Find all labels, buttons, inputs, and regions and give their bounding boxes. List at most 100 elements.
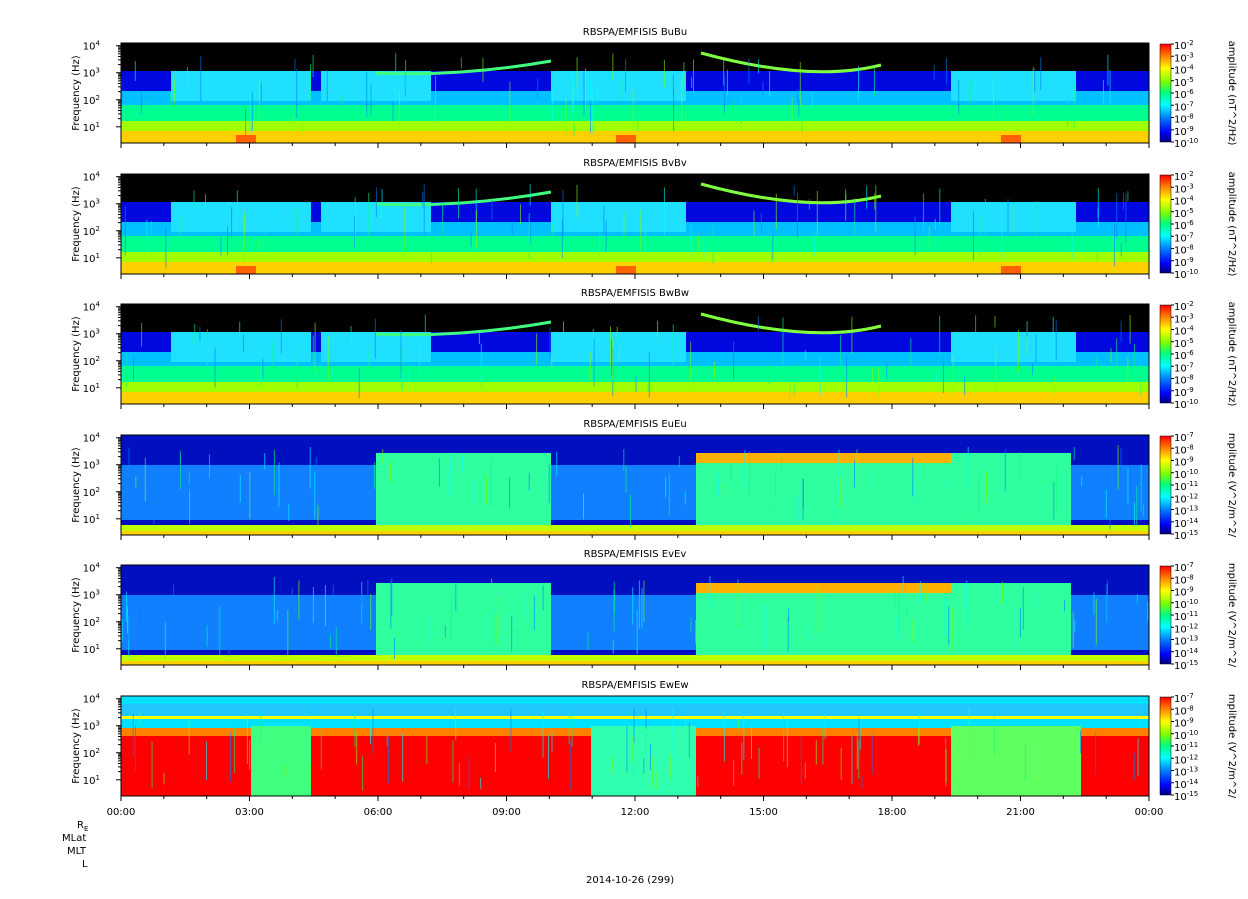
texture-streak bbox=[1129, 464, 1130, 496]
texture-streak bbox=[690, 341, 692, 389]
texture-streak bbox=[552, 88, 553, 121]
texture-streak bbox=[964, 375, 966, 396]
texture-streak bbox=[1073, 447, 1075, 460]
texture-streak bbox=[984, 198, 986, 248]
texture-streak bbox=[362, 756, 364, 791]
colorbar-tick-label: 10-2 bbox=[1174, 300, 1194, 313]
texture-streak bbox=[206, 741, 207, 781]
band-upper bbox=[121, 704, 1149, 718]
band-orange bbox=[121, 728, 251, 736]
texture-streak bbox=[939, 188, 941, 227]
texture-streak bbox=[928, 226, 930, 248]
band-red bbox=[1081, 734, 1149, 796]
texture-streak bbox=[854, 198, 856, 244]
texture-streak bbox=[772, 233, 774, 260]
texture-streak bbox=[802, 478, 804, 521]
texture-streak bbox=[370, 725, 371, 744]
texture-streak bbox=[500, 594, 502, 635]
texture-streak bbox=[663, 187, 665, 235]
texture-streak bbox=[1136, 486, 1138, 527]
texture-streak bbox=[748, 58, 750, 84]
texture-streak bbox=[804, 349, 806, 360]
texture-streak bbox=[312, 587, 314, 624]
texture-streak bbox=[1034, 68, 1036, 92]
texture-streak bbox=[1110, 348, 1112, 363]
texture-streak bbox=[914, 482, 916, 505]
texture-streak bbox=[733, 100, 735, 116]
texture-streak bbox=[269, 477, 271, 496]
texture-streak bbox=[783, 711, 785, 762]
colorbar-tick-label: 10-10 bbox=[1174, 268, 1198, 281]
texture-streak bbox=[354, 216, 355, 249]
texture-streak bbox=[132, 714, 134, 757]
texture-streak bbox=[565, 99, 567, 137]
texture-streak bbox=[1107, 54, 1109, 86]
texture-streak bbox=[509, 477, 511, 509]
texture-streak bbox=[148, 490, 150, 520]
texture-streak bbox=[227, 227, 229, 256]
colorbar-tick-label: 10-10 bbox=[1174, 598, 1198, 611]
texture-streak bbox=[683, 62, 685, 86]
texture-streak bbox=[632, 89, 634, 128]
band-hotspot bbox=[616, 135, 636, 143]
texture-streak bbox=[517, 627, 519, 650]
texture-streak bbox=[590, 100, 591, 133]
colorbar bbox=[1159, 43, 1172, 143]
texture-streak bbox=[1067, 92, 1068, 128]
y-axis-label: Frequency (Hz) bbox=[71, 186, 82, 262]
texture-streak bbox=[537, 78, 539, 98]
colorbar-tick-label: 10-2 bbox=[1174, 39, 1194, 52]
texture-streak bbox=[140, 91, 142, 114]
band-floor bbox=[121, 661, 1149, 665]
texture-streak bbox=[910, 338, 912, 375]
texture-streak bbox=[775, 473, 777, 495]
texture-streak bbox=[370, 83, 372, 115]
texture-streak bbox=[775, 193, 777, 230]
texture-streak bbox=[315, 457, 317, 494]
texture-streak bbox=[636, 715, 638, 729]
texture-streak bbox=[1127, 191, 1129, 202]
colorbar-tick-label: 10-11 bbox=[1174, 610, 1198, 623]
texture-streak bbox=[1137, 738, 1139, 777]
texture-streak bbox=[894, 590, 896, 606]
band-emission bbox=[551, 71, 686, 101]
texture-streak bbox=[1134, 502, 1135, 526]
texture-streak bbox=[312, 335, 314, 380]
texture-streak bbox=[1071, 232, 1073, 259]
texture-streak bbox=[839, 476, 841, 510]
texture-streak bbox=[520, 204, 521, 225]
texture-streak bbox=[1122, 192, 1124, 210]
texture-streak bbox=[1129, 315, 1131, 344]
texture-streak bbox=[134, 725, 136, 771]
texture-streak bbox=[314, 322, 316, 372]
texture-streak bbox=[645, 230, 647, 258]
texture-streak bbox=[219, 606, 221, 656]
texture-streak bbox=[612, 338, 614, 381]
band-emission bbox=[951, 71, 1076, 101]
texture-streak bbox=[672, 324, 674, 369]
texture-streak bbox=[970, 76, 972, 117]
texture-streak bbox=[209, 454, 210, 479]
band-emission bbox=[551, 332, 686, 362]
texture-streak bbox=[610, 326, 611, 366]
texture-streak bbox=[151, 741, 153, 788]
colorbar-tick-label: 10-9 bbox=[1174, 586, 1194, 599]
spectrogram-image bbox=[121, 43, 1149, 143]
texture-streak bbox=[771, 496, 773, 516]
texture-streak bbox=[793, 362, 795, 396]
texture-streak bbox=[952, 608, 954, 652]
texture-streak bbox=[945, 738, 947, 787]
spectrogram-image bbox=[121, 304, 1149, 404]
y-tick-label: 103 bbox=[83, 720, 100, 733]
texture-streak bbox=[641, 588, 643, 629]
texture-streak bbox=[1073, 83, 1075, 128]
texture-streak bbox=[676, 756, 678, 772]
ephemeris-label-re-subscript: E bbox=[83, 825, 89, 833]
texture-streak bbox=[690, 225, 692, 257]
texture-streak bbox=[228, 625, 230, 657]
spectrogram-panel: RBSPA/EMFISIS EuEu 101 102 103 104Frequency … bbox=[71, 419, 1237, 542]
band-green bbox=[121, 236, 1149, 252]
texture-streak bbox=[335, 626, 337, 657]
texture-streak bbox=[423, 184, 425, 235]
